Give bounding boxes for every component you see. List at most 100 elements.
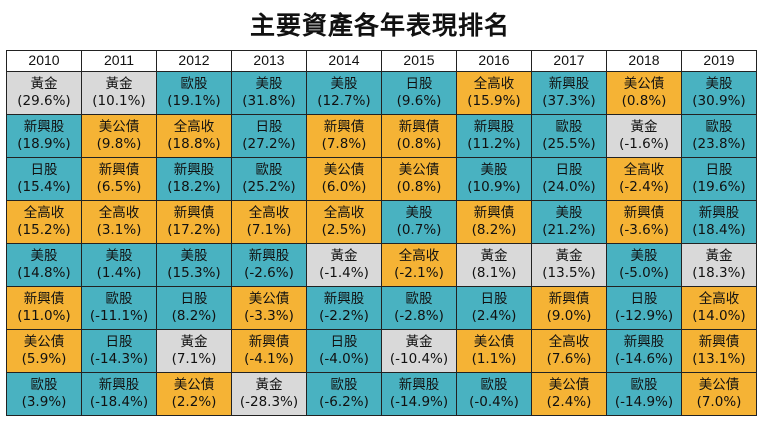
rank-cell: 新興債 (-3.6%): [606, 200, 682, 244]
return-value: (-18.4%): [89, 394, 149, 410]
asset-label: 黃金: [30, 76, 58, 93]
asset-label: 歐股: [105, 291, 133, 308]
asset-label: 美股: [255, 76, 283, 93]
asset-label: 新興債: [23, 291, 65, 308]
return-value: (15.9%): [467, 93, 521, 109]
rank-row: 日股 (15.4%) 新興債 (6.5%) 新興股 (18.2%) 歐股 (25.2%) 美公債…: [6, 157, 757, 201]
return-value: (19.1%): [167, 93, 221, 109]
rank-cell: 全高收 (2.5%): [306, 200, 382, 244]
return-value: (-1.4%): [319, 265, 369, 281]
rank-cell: 黃金 (-28.3%): [231, 372, 307, 416]
asset-label: 全高收: [698, 291, 740, 308]
return-value: (18.2%): [167, 179, 221, 195]
asset-label: 日股: [180, 291, 208, 308]
asset-label: 全高收: [623, 162, 665, 179]
return-value: (-6.2%): [319, 394, 369, 410]
rank-cell: 新興股 (-14.6%): [606, 329, 682, 373]
rank-cell: 全高收 (-2.4%): [606, 157, 682, 201]
rank-cell: 歐股 (19.1%): [156, 71, 232, 115]
asset-label: 美公債: [548, 377, 590, 394]
rank-cell: 新興股 (-2.2%): [306, 286, 382, 330]
return-value: (7.6%): [546, 351, 592, 367]
return-value: (0.8%): [396, 179, 442, 195]
rank-cell: 美公債 (-3.3%): [231, 286, 307, 330]
rank-cell: 美股 (30.9%): [681, 71, 757, 115]
return-value: (19.6%): [692, 179, 746, 195]
asset-label: 全高收: [248, 205, 290, 222]
rank-cell: 黃金 (-1.6%): [606, 114, 682, 158]
rank-cell: 全高收 (7.6%): [531, 329, 607, 373]
rank-cell: 美股 (15.3%): [156, 243, 232, 287]
asset-label: 新興債: [398, 119, 440, 136]
asset-label: 黃金: [180, 334, 208, 351]
rank-cell: 全高收 (15.9%): [456, 71, 532, 115]
year-header: 2014: [306, 50, 382, 72]
asset-label: 美股: [705, 76, 733, 93]
rank-cell: 美股 (12.7%): [306, 71, 382, 115]
return-value: (3.9%): [21, 394, 67, 410]
return-value: (-2.8%): [394, 308, 444, 324]
rank-cell: 美股 (21.2%): [531, 200, 607, 244]
return-value: (9.6%): [396, 93, 442, 109]
rank-cell: 黃金 (-10.4%): [381, 329, 457, 373]
return-value: (9.8%): [96, 136, 142, 152]
return-value: (10.9%): [467, 179, 521, 195]
asset-label: 美股: [555, 205, 583, 222]
rank-cell: 日股 (2.4%): [456, 286, 532, 330]
asset-label: 黃金: [105, 76, 133, 93]
asset-label: 新興股: [473, 119, 515, 136]
rank-cell: 全高收 (-2.1%): [381, 243, 457, 287]
return-value: (18.9%): [17, 136, 71, 152]
rank-cell: 黃金 (7.1%): [156, 329, 232, 373]
rank-cell: 新興股 (11.2%): [456, 114, 532, 158]
asset-label: 歐股: [480, 377, 508, 394]
return-value: (3.1%): [96, 222, 142, 238]
return-value: (0.8%): [396, 136, 442, 152]
rank-cell: 歐股 (25.5%): [531, 114, 607, 158]
asset-label: 歐股: [555, 119, 583, 136]
return-value: (-0.4%): [469, 394, 519, 410]
year-header: 2015: [381, 50, 457, 72]
rank-cell: 日股 (-12.9%): [606, 286, 682, 330]
asset-label: 日股: [555, 162, 583, 179]
asset-label: 日股: [330, 334, 358, 351]
rank-row: 黃金 (29.6%) 黃金 (10.1%) 歐股 (19.1%) 美股 (31.8%) 美股 (1…: [6, 71, 757, 115]
return-value: (-2.2%): [319, 308, 369, 324]
return-value: (2.4%): [471, 308, 517, 324]
return-value: (8.2%): [471, 222, 517, 238]
return-value: (-14.9%): [389, 394, 449, 410]
rank-cell: 新興股 (37.3%): [531, 71, 607, 115]
asset-label: 日股: [30, 162, 58, 179]
rank-cell: 美股 (1.4%): [81, 243, 157, 287]
return-value: (25.5%): [542, 136, 596, 152]
asset-label: 美公債: [173, 377, 215, 394]
rank-cell: 美公債 (5.9%): [6, 329, 82, 373]
return-value: (27.2%): [242, 136, 296, 152]
return-value: (7.1%): [171, 351, 217, 367]
rank-cell: 美股 (0.7%): [381, 200, 457, 244]
return-value: (18.3%): [692, 265, 746, 281]
asset-label: 美公債: [398, 162, 440, 179]
asset-label: 美股: [405, 205, 433, 222]
rank-cell: 美公債 (9.8%): [81, 114, 157, 158]
year-header: 2012: [156, 50, 232, 72]
return-value: (13.5%): [542, 265, 596, 281]
rank-cell: 日股 (24.0%): [531, 157, 607, 201]
return-value: (9.0%): [546, 308, 592, 324]
rank-cell: 美公債 (1.1%): [456, 329, 532, 373]
return-value: (15.3%): [167, 265, 221, 281]
year-header: 2018: [606, 50, 682, 72]
asset-label: 新興股: [623, 334, 665, 351]
rank-cell: 日股 (19.6%): [681, 157, 757, 201]
asset-label: 日股: [105, 334, 133, 351]
asset-label: 新興債: [473, 205, 515, 222]
asset-label: 美股: [30, 248, 58, 265]
rank-row: 美股 (14.8%) 美股 (1.4%) 美股 (15.3%) 新興股 (-2.6%) 黃金 (-…: [6, 243, 757, 287]
return-value: (15.4%): [17, 179, 71, 195]
return-value: (21.2%): [542, 222, 596, 238]
rank-cell: 歐股 (23.8%): [681, 114, 757, 158]
rank-row: 新興股 (18.9%) 美公債 (9.8%) 全高收 (18.8%) 日股 (27.2%) 新興…: [6, 114, 757, 158]
asset-label: 新興債: [248, 334, 290, 351]
rank-cell: 美公債 (6.0%): [306, 157, 382, 201]
rank-cell: 歐股 (-0.4%): [456, 372, 532, 416]
